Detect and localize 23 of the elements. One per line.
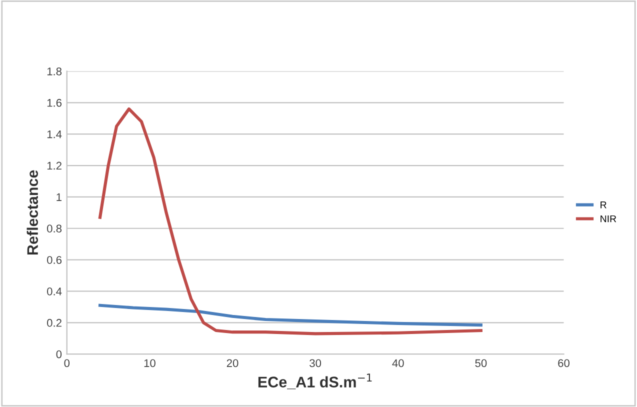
y-tick-label: 1.2 bbox=[47, 162, 62, 170]
x-tick-label: 30 bbox=[310, 359, 322, 368]
x-tick-label: 50 bbox=[475, 359, 487, 368]
legend-label: R bbox=[600, 202, 606, 208]
y-tick-label: 0.2 bbox=[47, 318, 62, 327]
y-tick-label: 1.8 bbox=[47, 67, 62, 76]
y-tick-label: 1.4 bbox=[47, 130, 62, 138]
y-tick-label: 0.4 bbox=[47, 288, 62, 296]
legend-label: NIR bbox=[600, 215, 616, 222]
x-tick-label: 40 bbox=[392, 359, 404, 368]
x-tick-label: 60 bbox=[558, 359, 570, 368]
x-tick-label: 20 bbox=[226, 359, 238, 368]
y-tick-label: 1.6 bbox=[47, 98, 62, 107]
y-tick-label: 1 bbox=[56, 193, 62, 201]
y-tick-label: 0.6 bbox=[47, 256, 62, 264]
line-series bbox=[98, 107, 482, 336]
y-tick-label: 0.8 bbox=[47, 224, 62, 233]
y-tick-label: 0 bbox=[56, 350, 62, 358]
y-axis-title: Reflectance bbox=[26, 170, 38, 255]
x-tick-label: 10 bbox=[144, 359, 156, 368]
x-tick-label: 0 bbox=[64, 359, 70, 368]
x-axis-title: ECe_A1 dS.m$^{−1}$ bbox=[258, 374, 372, 390]
line-series bbox=[98, 304, 482, 327]
